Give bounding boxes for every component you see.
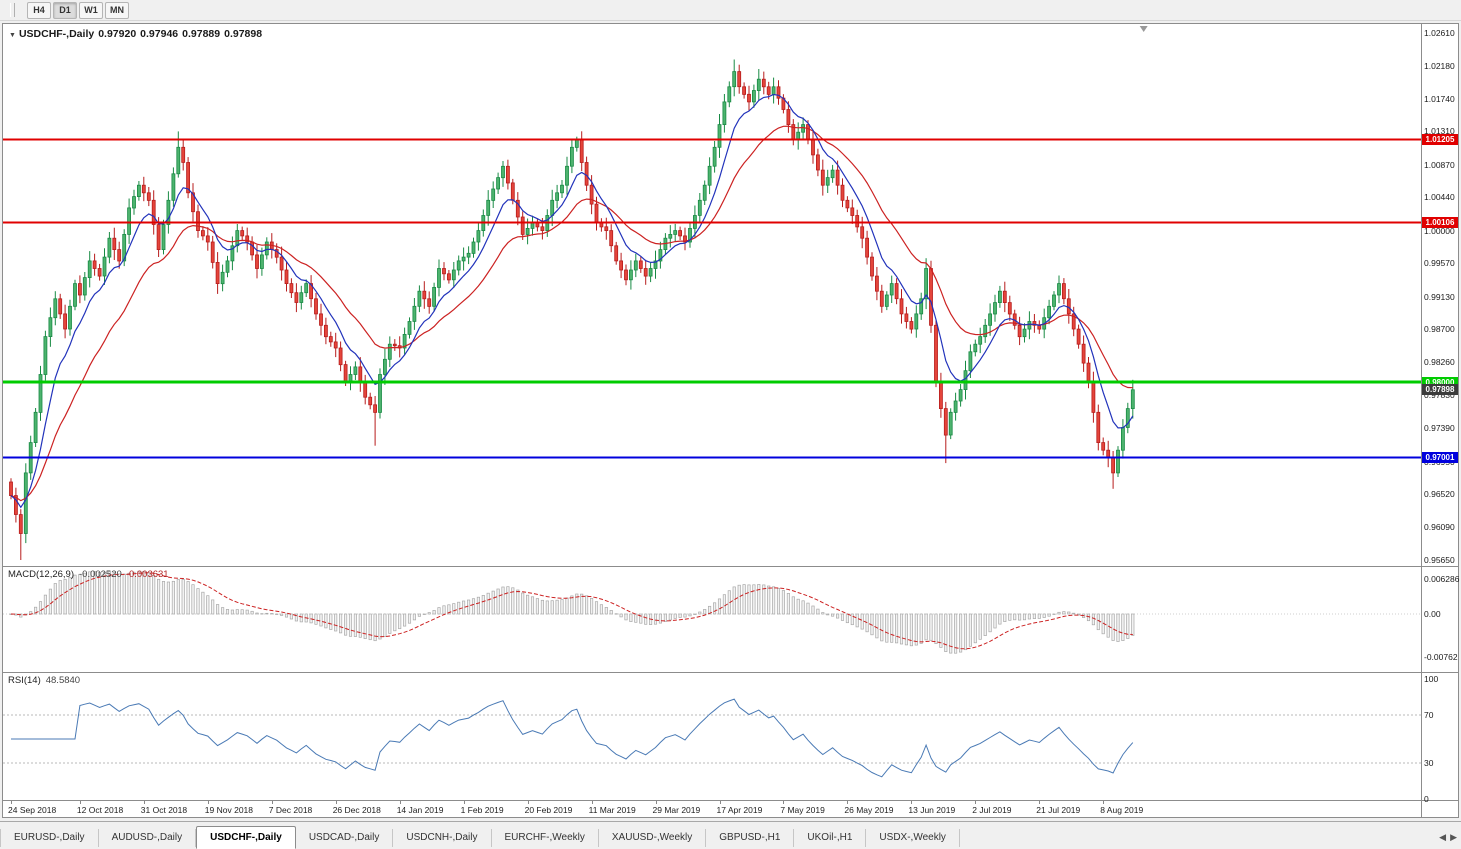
date-axis-label: 31 Oct 2018 — [140, 805, 188, 815]
date-axis-tick — [11, 801, 12, 804]
date-axis-tick — [399, 801, 401, 804]
chart-tab-ukoil[interactable]: UKOil-,H1 — [794, 829, 867, 847]
date-axis-tick — [335, 801, 337, 804]
date-axis-label: 12 Oct 2018 — [76, 805, 124, 815]
tab-scroll-left-icon[interactable]: ◀ — [1439, 832, 1447, 842]
ma-slow-line — [10, 125, 1133, 502]
tab-scroll-arrows: ◀ ▶ — [1435, 832, 1457, 843]
chart-tab-usdcad[interactable]: USDCAD-,Daily — [296, 829, 394, 847]
price-level-tag[interactable]: 1.00106 — [1422, 217, 1458, 229]
timeframe-button-h4[interactable]: H4 — [27, 1, 51, 19]
candlestick-chart-pane[interactable] — [3, 24, 1458, 566]
toolbar-grip-handle[interactable] — [10, 3, 15, 17]
macd-main-value: -0.002520 — [79, 569, 122, 580]
date-axis-tick — [975, 801, 977, 804]
rsi-name: RSI(14) — [8, 675, 41, 686]
chart-tab-bar: EURUSD-,Daily AUDUSD-,Daily USDCHF-,Dail… — [0, 821, 1461, 849]
chart-tab-eurusd[interactable]: EURUSD-,Daily — [0, 829, 99, 847]
date-axis-tick — [719, 801, 721, 804]
price-axis-border — [1421, 24, 1422, 817]
chart-tab-gbpusd[interactable]: GBPUSD-,H1 — [706, 829, 795, 847]
date-axis-label: 8 Aug 2019 — [1100, 805, 1144, 815]
date-axis-tick — [847, 801, 849, 804]
price-level-tag[interactable]: 1.01205 — [1422, 133, 1458, 145]
chart-title: ▼ USDCHF-,Daily 0.97920 0.97946 0.97889 0.978… — [9, 28, 266, 40]
rsi-value: 48.5840 — [45, 675, 81, 686]
timeframe-button-d1[interactable]: D1 — [53, 1, 77, 19]
date-axis-tick — [911, 801, 913, 804]
date-axis-tick — [591, 801, 593, 804]
current-price-tag: 0.97898 — [1422, 384, 1458, 396]
chart-tab-eurchf[interactable]: EURCHF-,Weekly — [492, 829, 599, 847]
date-axis-label: 11 Mar 2019 — [588, 805, 636, 815]
chart-shift-marker — [1139, 26, 1148, 32]
ma-fast-line — [10, 93, 1134, 509]
ohlc-high: 0.97946 — [140, 28, 179, 40]
timeframe-button-mn[interactable]: MN — [105, 1, 129, 19]
date-axis-tick — [1039, 801, 1041, 804]
macd-signal-line — [10, 572, 1133, 650]
macd-indicator-pane[interactable] — [3, 566, 1458, 672]
rsi-indicator-pane[interactable] — [3, 672, 1458, 800]
chart-tab-usdchf[interactable]: USDCHF-,Daily — [196, 826, 296, 849]
macd-name: MACD(12,26,9) — [8, 569, 74, 580]
macd-label: MACD(12,26,9) -0.002520 -0.003631 — [8, 569, 169, 580]
tab-scroll-right-icon[interactable]: ▶ — [1450, 832, 1457, 842]
date-axis-label: 21 Jul 2019 — [1036, 805, 1081, 815]
date-axis-label: 19 Nov 2018 — [204, 805, 253, 815]
chart-tab-usdcnh[interactable]: USDCNH-,Daily — [393, 829, 492, 847]
date-axis-label: 13 Jun 2019 — [908, 805, 956, 815]
date-axis-label: 1 Feb 2019 — [460, 805, 504, 815]
chart-window: ▼ USDCHF-,Daily 0.97920 0.97946 0.97889 0.978… — [2, 23, 1459, 818]
timeframe-button-w1[interactable]: W1 — [79, 1, 103, 19]
date-axis-tick — [463, 801, 465, 804]
timeframe-toolbar: H4 D1 W1 MN — [0, 0, 1461, 21]
date-axis-label: 26 May 2019 — [844, 805, 894, 815]
ohlc-close: 0.97898 — [224, 28, 263, 40]
date-axis-label: 20 Feb 2019 — [524, 805, 573, 815]
date-axis-tick — [783, 801, 785, 804]
date-axis-tick — [271, 801, 273, 804]
macd-signal-value: -0.003631 — [125, 569, 169, 580]
chart-tab-usdx[interactable]: USDX-,Weekly — [866, 829, 960, 847]
ohlc-low: 0.97889 — [182, 28, 221, 40]
date-axis-label: 7 May 2019 — [780, 805, 825, 815]
price-level-tag[interactable]: 0.98000 — [1422, 376, 1458, 388]
symbol-dropdown-icon[interactable]: ▼ — [9, 32, 16, 39]
date-axis-tick — [143, 801, 145, 804]
date-axis-label: 29 Mar 2019 — [652, 805, 701, 815]
ohlc-open: 0.97920 — [98, 28, 137, 40]
pane-divider[interactable] — [3, 566, 1458, 567]
date-axis-tick — [527, 801, 529, 804]
chart-tab-audusd[interactable]: AUDUSD-,Daily — [99, 829, 197, 847]
rsi-line — [11, 698, 1134, 778]
chart-symbol-label: USDCHF-,Daily — [18, 28, 95, 40]
rsi-label: RSI(14) 48.5840 — [8, 675, 80, 686]
date-axis-tick — [1103, 801, 1105, 804]
date-axis-label: 26 Dec 2018 — [332, 805, 381, 815]
price-level-tag[interactable]: 0.97001 — [1422, 452, 1458, 464]
pane-divider[interactable] — [3, 672, 1458, 673]
date-axis-divider — [3, 800, 1458, 801]
date-axis-label: 7 Dec 2018 — [268, 805, 313, 815]
date-axis-label: 14 Jan 2019 — [396, 805, 444, 815]
date-axis-tick — [79, 801, 81, 804]
chart-tab-xauusd[interactable]: XAUUSD-,Weekly — [599, 829, 707, 847]
date-axis-tick — [655, 801, 657, 804]
date-axis-label: 24 Sep 2018 — [8, 805, 57, 815]
date-axis-label: 2 Jul 2019 — [972, 805, 1012, 815]
date-axis-tick — [207, 801, 209, 804]
date-axis-label: 17 Apr 2019 — [716, 805, 763, 815]
